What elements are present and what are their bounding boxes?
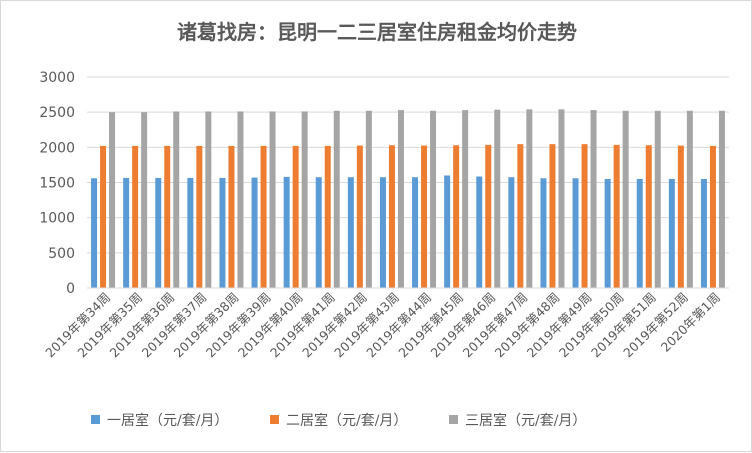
bar-series-1 [636,178,643,288]
bars [91,109,725,289]
y-tick-label: 0 [66,281,75,297]
y-tick-label: 2500 [39,105,75,121]
bar-series-3 [430,110,437,288]
bar-series-2 [356,145,363,288]
y-tick-label: 3000 [39,70,75,86]
bar-series-3 [141,112,148,289]
y-tick-label: 1000 [39,211,75,227]
legend-swatch [91,415,100,424]
bar-series-3 [590,110,597,288]
bar-series-2 [324,145,331,288]
y-axis-ticks: 0 500 1000 1500 2000 2500 3000 [39,70,75,297]
bar-series-2 [196,145,203,288]
legend-label: 二居室（元/套/月） [286,412,407,429]
bar-series-2 [581,144,588,288]
bar-series-3 [494,109,501,288]
bar-series-3 [173,111,180,288]
bar-series-1 [604,178,611,288]
bar-series-3 [654,110,661,288]
bar-series-2 [645,145,652,288]
bar-series-3 [269,111,276,288]
bar-series-2 [709,145,716,288]
bar-series-1 [251,177,258,288]
bar-series-2 [164,145,171,288]
bar-series-1 [476,176,483,288]
legend: 一居室（元/套/月） 二居室（元/套/月） 三居室（元/套/月） [91,412,586,429]
bar-series-2 [260,145,267,288]
bar-series-3 [718,110,725,288]
bar-series-1 [91,178,98,288]
bar-series-3 [301,111,308,288]
bar-series-3 [365,110,372,288]
bar-series-2 [421,145,428,288]
x-axis-ticks: 2019年第34周2019年第35周2019年第36周2019年第37周2019… [42,290,723,361]
legend-swatch [449,415,458,424]
bar-series-2 [292,145,299,288]
bar-series-2 [100,145,107,288]
bar-series-1 [347,177,354,288]
bar-series-2 [677,145,684,288]
bar-series-2 [132,145,139,288]
y-tick-label: 2000 [39,140,75,156]
bar-series-3 [333,110,340,288]
bar-series-1 [283,176,290,288]
bar-series-3 [686,110,693,288]
legend-swatch [270,415,279,424]
bar-series-1 [444,175,451,288]
bar-series-3 [237,111,244,288]
bar-series-1 [572,178,579,288]
bar-series-1 [668,178,675,288]
bar-series-1 [315,177,322,288]
bar-series-1 [379,177,386,288]
bar-series-2 [453,145,460,288]
gridlines [87,76,729,254]
bar-series-2 [613,144,620,288]
legend-label: 一居室（元/套/月） [107,412,228,429]
bar-series-3 [109,112,116,289]
bar-series-2 [228,145,235,288]
bar-series-3 [462,110,469,288]
y-tick-label: 1500 [39,176,75,192]
bar-series-1 [700,178,707,288]
chart-title: 诸葛找房：昆明一二三居室住房租金均价走势 [177,20,577,44]
bar-series-3 [526,109,533,288]
bar-series-3 [558,109,565,288]
bar-series-1 [508,177,515,288]
bar-series-3 [205,111,212,288]
bar-series-1 [412,177,419,288]
bar-series-3 [622,110,629,288]
bar-series-2 [388,145,395,288]
bar-series-3 [397,110,404,288]
bar-series-2 [485,144,492,288]
bar-series-1 [540,178,547,288]
bar-series-2 [549,144,556,288]
bar-series-1 [219,177,226,288]
bar-series-1 [155,177,162,288]
bar-series-1 [123,177,130,288]
legend-label: 三居室（元/套/月） [465,412,586,429]
bar-series-1 [187,177,194,288]
bar-series-2 [517,144,524,288]
y-tick-label: 500 [48,246,75,262]
